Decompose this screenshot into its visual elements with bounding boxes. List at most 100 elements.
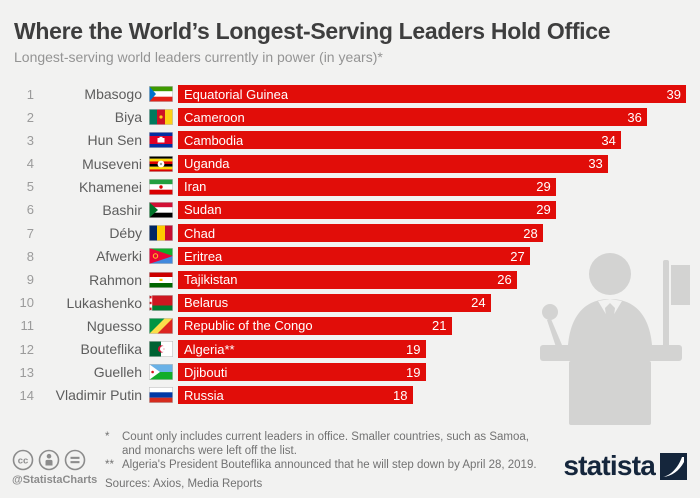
rank-label: 10 [19,295,34,311]
flag-er-icon [149,248,173,265]
statista-charts-handle: @StatistaCharts [12,474,98,486]
flag-tj-icon [149,271,173,288]
bar: Equatorial Guinea 39 [178,85,686,103]
flag-cg-icon [149,317,173,334]
table-row: 5 Khamenei Iran 29 [12,177,688,196]
table-row: 4 Museveni Uganda 33 [12,154,688,173]
leader-name: Afwerki [96,248,142,265]
leader-name: Déby [109,225,142,242]
table-row: 12 Bouteflika Algeria** 19 [12,340,688,359]
flag-ug-icon [149,155,173,172]
cc-attribution-icon [38,449,60,471]
country-label: Algeria** [184,341,235,357]
speaker-podium-illustration [538,249,700,425]
svg-text:cc: cc [18,456,29,467]
rank-label: 2 [26,109,34,125]
chart-subtitle: Longest-serving world leaders currently … [14,49,383,65]
bar: Cambodia 34 [178,131,621,150]
speaker-podium-icon [540,253,700,425]
leader-name: Nguesso [86,317,142,334]
rank-label: 14 [19,387,34,403]
leader-name: Bouteflika [80,341,142,358]
footnote-2-text: Algeria's President Bouteflika announced… [122,459,537,471]
country-label: Chad [184,225,216,241]
table-row: 10 Lukashenko Belarus 24 [12,293,688,312]
rank-label: 8 [26,248,34,264]
leader-name: Hun Sen [87,132,142,149]
statista-wordmark: statista [563,450,655,481]
bar-value-label: 29 [536,202,551,218]
bar-value-label: 19 [406,341,421,357]
leader-name: Rahmon [89,271,142,288]
leader-name: Guelleh [93,364,142,381]
flag-sd-icon [149,201,173,218]
bar: Algeria** 19 [178,340,426,359]
flag-gq-icon [149,86,173,102]
footnote-1-marker: * [105,431,110,443]
bar: Uganda 33 [178,154,608,173]
country-label: Djibouti [184,364,228,380]
rank-label: 12 [19,341,34,357]
footnote-2: ** Algeria's President Bouteflika announ… [105,458,545,472]
flag-ir-icon [149,178,173,195]
table-row: 13 Guelleh Djibouti 19 [12,363,688,382]
rank-label: 3 [26,132,34,148]
bar-value-label: 28 [523,225,538,241]
rank-label: 7 [26,225,34,241]
cc-icon: cc [12,449,34,471]
country-label: Iran [184,179,207,195]
rank-label: 13 [19,364,34,380]
bar-value-label: 29 [536,179,551,195]
country-label: Russia [184,387,224,403]
bar: Tajikistan 26 [178,270,517,289]
rank-label: 9 [26,272,34,287]
bar-value-label: 34 [601,132,616,148]
leader-name: Khamenei [78,178,142,195]
country-label: Eritrea [184,248,223,264]
table-row: 2 Biya Cameroon 36 [12,108,688,127]
flag-ru-icon [149,387,173,404]
table-row: 9 Rahmon Tajikistan 26 [12,270,688,289]
flag-kh-icon [149,132,173,149]
table-row: 8 Afwerki Eritrea 27 [12,247,688,266]
country-label: Republic of the Congo [184,318,313,334]
bar: Sudan 29 [178,200,556,219]
sources-line: Sources: Axios, Media Reports [105,478,263,490]
bar: Eritrea 27 [178,247,530,266]
footnote-1-text: Count only includes current leaders in o… [122,431,529,457]
bar: Iran 29 [178,177,556,196]
leader-name: Lukashenko [66,294,142,311]
rank-label: 5 [26,179,34,195]
bar-value-label: 36 [627,109,642,125]
rank-label: 11 [20,318,35,334]
table-row: 1 Mbasogo Equatorial Guinea 39 [12,85,688,103]
table-row: 14 Vladimir Putin Russia 18 [12,386,688,405]
bar-value-label: 19 [406,364,421,380]
flag-dj-icon [149,364,173,381]
leader-name: Museveni [82,155,142,172]
page-title: Where the World’s Longest-Serving Leader… [14,18,611,44]
statista-logo: statista [563,452,687,480]
bar-value-label: 26 [497,272,512,287]
country-label: Cameroon [184,109,245,125]
leader-name: Vladimir Putin [55,387,142,404]
footnote-1: * Count only includes current leaders in… [105,430,545,458]
rank-label: 1 [26,86,34,102]
rank-label: 4 [26,156,34,172]
bar-value-label: 27 [510,248,525,264]
bar-chart: 1 Mbasogo Equatorial Guinea 39 2 Biya Ca… [12,85,688,410]
table-row: 6 Bashir Sudan 29 [12,200,688,219]
flag-td-icon [149,225,173,242]
bar-value-label: 18 [393,387,408,403]
country-label: Sudan [184,202,222,218]
country-label: Cambodia [184,132,244,148]
bar-value-label: 39 [666,86,681,102]
table-row: 3 Hun Sen Cambodia 34 [12,131,688,150]
flag-dz-icon [149,341,173,358]
flag-by-icon [149,294,173,311]
bar: Djibouti 19 [178,363,426,382]
leader-name: Bashir [102,201,142,218]
country-label: Belarus [184,295,229,311]
bar: Republic of the Congo 21 [178,316,452,335]
bar: Belarus 24 [178,293,491,312]
